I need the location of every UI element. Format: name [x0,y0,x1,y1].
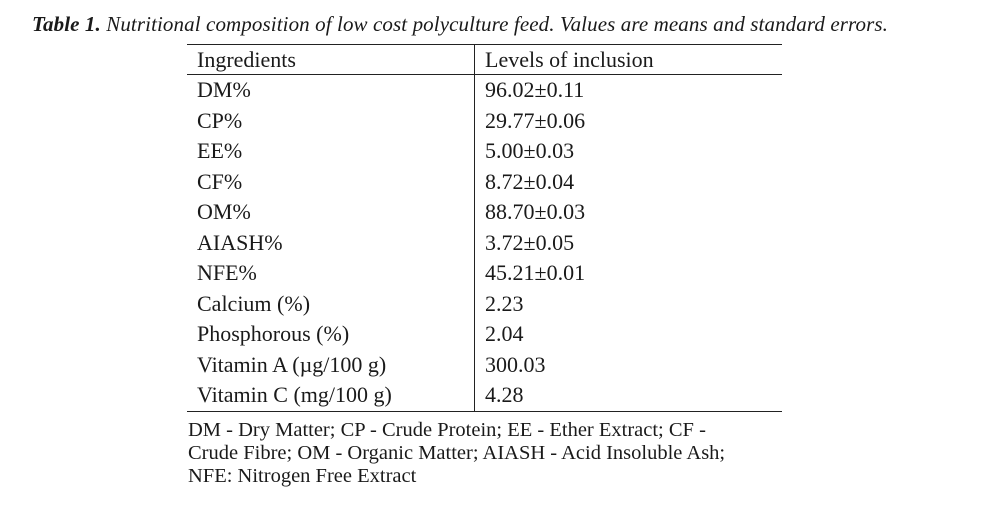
ingredient-cell: Calcium (%) [187,288,475,319]
table-row: NFE% 45.21±0.01 [187,258,782,289]
ingredient-cell: Vitamin C (mg/100 g) [187,380,475,412]
table-row: Phosphorous (%) 2.04 [187,319,782,350]
level-cell: 2.04 [485,321,524,346]
level-cell: 2.23 [485,290,524,316]
table-row: OM% 88.70±0.03 [187,197,782,228]
table-header-row: Ingredients Levels of inclusion [187,44,782,75]
table-row: DM% 96.02±0.11 [187,74,782,106]
table-row: EE% 5.00±0.03 [187,136,782,167]
level-cell: 300.03 [485,351,546,377]
table-row: AIASH% 3.72±0.05 [187,227,782,258]
table-row: CP% 29.77±0.06 [187,105,782,136]
ingredient-cell: AIASH% [187,227,475,258]
table-row: Vitamin A (µg/100 g) 300.03 [187,349,782,380]
footnote-line: DM - Dry Matter; CP - Crude Protein; EE … [188,419,706,441]
ingredient-cell: OM% [187,197,475,228]
ingredient-cell: EE% [187,136,475,167]
ingredient-cell: Phosphorous (%) [187,319,475,350]
table-row: Vitamin C (mg/100 g) 4.28 [187,380,782,412]
nutrition-table: Ingredients Levels of inclusion DM% 96.0… [187,44,782,412]
footnote-line: Crude Fibre; OM - Organic Matter; AIASH … [188,442,726,464]
level-cell: 5.00±0.03 [485,138,575,163]
caption-label: Table 1. [32,12,101,36]
ingredient-cell: NFE% [187,258,475,289]
level-cell: 29.77±0.06 [485,107,586,133]
table-row: CF% 8.72±0.04 [187,166,782,197]
caption-text: Nutritional composition of low cost poly… [106,12,889,36]
level-cell: 96.02±0.11 [485,77,585,102]
ingredient-cell: CP% [187,105,475,136]
ingredient-cell: DM% [187,74,475,106]
table-row: Calcium (%) 2.23 [187,288,782,319]
column-header-ingredients: Ingredients [187,44,475,75]
level-cell: 8.72±0.04 [485,168,575,194]
level-cell: 3.72±0.05 [485,229,575,255]
ingredient-cell: Vitamin A (µg/100 g) [187,349,475,380]
ingredient-cell: CF% [187,166,475,197]
footnote-line: NFE: Nitrogen Free Extract [188,465,417,487]
level-cell: 45.21±0.01 [485,260,586,285]
table-caption: Table 1. Nutritional composition of low … [32,12,888,37]
column-header-levels: Levels of inclusion [474,44,782,75]
level-cell: 88.70±0.03 [485,199,586,224]
table-footnote: DM - Dry Matter; CP - Crude Protein; EE … [188,419,788,488]
level-cell: 4.28 [474,380,782,412]
